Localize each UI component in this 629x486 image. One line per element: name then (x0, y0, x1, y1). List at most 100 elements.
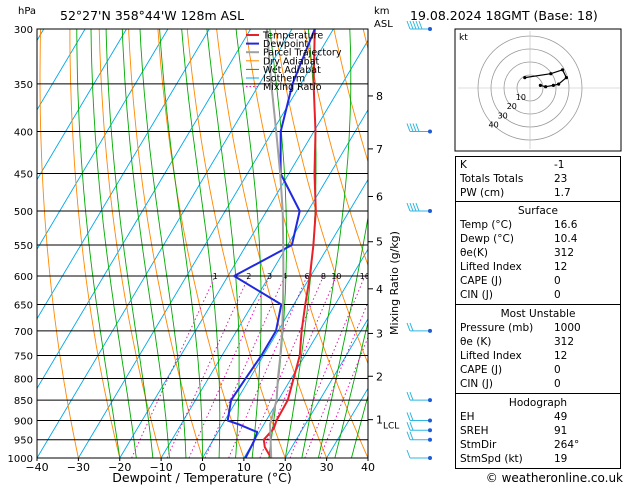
pressure-tick-label: 600 (14, 272, 33, 283)
wind-barb-dot (428, 437, 432, 442)
pressure-tick-label: 950 (14, 436, 33, 447)
surface-label: θe(K) (460, 247, 488, 259)
hodo-value: 49 (554, 411, 568, 423)
dry-adiabat-line (333, 29, 368, 164)
wind-barb-feather (409, 202, 414, 212)
km-tick-label: 4 (376, 283, 383, 296)
wind-barb-dot (428, 428, 432, 433)
hodo-row: EH 49 (460, 410, 618, 424)
wind-barb-feather (406, 391, 411, 401)
isotherm-line (243, 248, 368, 458)
wind-barb-feather (412, 202, 417, 212)
pressure-tick-label: 700 (14, 327, 33, 338)
most-unstable-box: Most Unstable Pressure (mb) 1000 θe (K) 31… (455, 304, 621, 394)
pressure-tick-label: 1000 (8, 454, 33, 465)
mu-label: θe (K) (460, 336, 492, 348)
dry-adiabat-line (304, 29, 368, 267)
x-tick-label: −20 (108, 461, 131, 474)
mixing-ratio-line (188, 275, 270, 458)
wind-barb (406, 123, 432, 134)
km-tick-label: 8 (376, 90, 383, 103)
pressure-tick-label: 900 (14, 416, 33, 427)
surface-label: Lifted Index (460, 261, 522, 273)
wind-barb-feather (409, 20, 414, 30)
surface-value: 10.4 (554, 233, 578, 245)
mixing-ratio-line (131, 275, 216, 458)
hodograph-point (538, 83, 543, 87)
wind-barb-dot (428, 27, 432, 31)
hodograph-point (551, 83, 556, 87)
km-tick-label: 3 (376, 327, 383, 340)
index-label: K (460, 159, 467, 171)
pressure-tick-label: 400 (14, 128, 33, 139)
hodograph-ring-label: 10 (516, 93, 526, 102)
pressure-tick-label: 300 (14, 25, 33, 36)
wind-barb-feather (409, 431, 414, 440)
hodograph-point (564, 76, 569, 80)
axes: 3003504004505005506006507007508008509009… (8, 25, 400, 474)
x-tick-label: 30 (320, 461, 334, 474)
mixing-ratio-line (289, 275, 366, 458)
surface-value: 16.6 (554, 219, 578, 231)
wet-adiabat-line (334, 320, 368, 458)
legend-entry: Wet Adiabat (263, 65, 321, 76)
dry-adiabat-line (245, 29, 368, 458)
pressure-tick-label: 500 (14, 207, 33, 218)
mu-row: CAPE (J) 0 (460, 363, 618, 377)
x-tick-label: 40 (361, 461, 375, 474)
dry-adiabat-line (128, 29, 203, 458)
mixing-ratio-line (166, 275, 250, 458)
wind-barb-feather (406, 322, 411, 332)
isotherm-line (37, 29, 86, 111)
hodograph-point (544, 85, 548, 89)
isotherm-line (37, 29, 169, 251)
wind-barb (406, 202, 432, 214)
mixing-ratio-line (245, 275, 324, 458)
x-tick-label: −10 (150, 461, 173, 474)
wind-barb-feather (415, 20, 420, 30)
surface-label: Dewp (°C) (460, 233, 514, 245)
hodo-row: StmDir 264° (460, 438, 618, 452)
copyright-text: © weatheronline.co.uk (486, 471, 623, 485)
x-tick-label: −40 (25, 461, 48, 474)
pressure-tick-label: 800 (14, 374, 33, 385)
wet-adiabat-line (301, 29, 352, 458)
wind-barb-dot (428, 418, 432, 423)
index-value: 23 (554, 173, 568, 185)
x-tick-label: 20 (278, 461, 292, 474)
mu-label: CIN (J) (460, 378, 493, 390)
x-axis-label: Dewpoint / Temperature (°C) (112, 470, 291, 485)
x-tick-label: −30 (67, 461, 90, 474)
wind-barb (406, 449, 432, 460)
km-unit-label: km (374, 6, 390, 17)
km-tick-label: 1 (376, 414, 383, 427)
hodo-row: SREH 91 (460, 424, 618, 438)
wind-barb-feather (406, 449, 411, 459)
mixing-ratio-label: 20 (374, 272, 384, 281)
pressure-tick-label: 350 (14, 80, 33, 91)
most-unstable-title: Most Unstable (500, 308, 576, 320)
mixing-ratio-line (259, 275, 337, 458)
index-row-pw: PW (cm) 1.7 (460, 186, 618, 200)
index-row-tt: Totals Totals 23 (460, 172, 618, 186)
location-title: 52°27'N 358°44'W 128m ASL (60, 8, 244, 23)
wind-barb-dot (428, 456, 432, 460)
wind-barb-dot (428, 328, 432, 333)
wind-barb-feather (412, 123, 417, 132)
surface-box: Surface Temp (°C) 16.6 Dewp (°C) 10.4 θe(K… (455, 201, 621, 305)
wind-barbs (406, 20, 432, 460)
series-dewpoint (226, 29, 316, 458)
surface-row: Dewp (°C) 10.4 (460, 232, 618, 246)
hodo-label: SREH (460, 425, 489, 437)
pressure-tick-label: 750 (14, 351, 33, 362)
hodo-value: 91 (554, 425, 568, 437)
hodo-label: EH (460, 411, 475, 423)
surface-row: Temp (°C) 16.6 (460, 218, 618, 232)
mu-row: Lifted Index 12 (460, 349, 618, 363)
mixing-ratio-axis-label: Mixing Ratio (g/kg) (388, 231, 401, 335)
hodograph-point (560, 68, 565, 72)
mu-label: CAPE (J) (460, 364, 503, 376)
surface-row: CAPE (J) 0 (460, 274, 618, 288)
surface-label: CAPE (J) (460, 275, 503, 287)
